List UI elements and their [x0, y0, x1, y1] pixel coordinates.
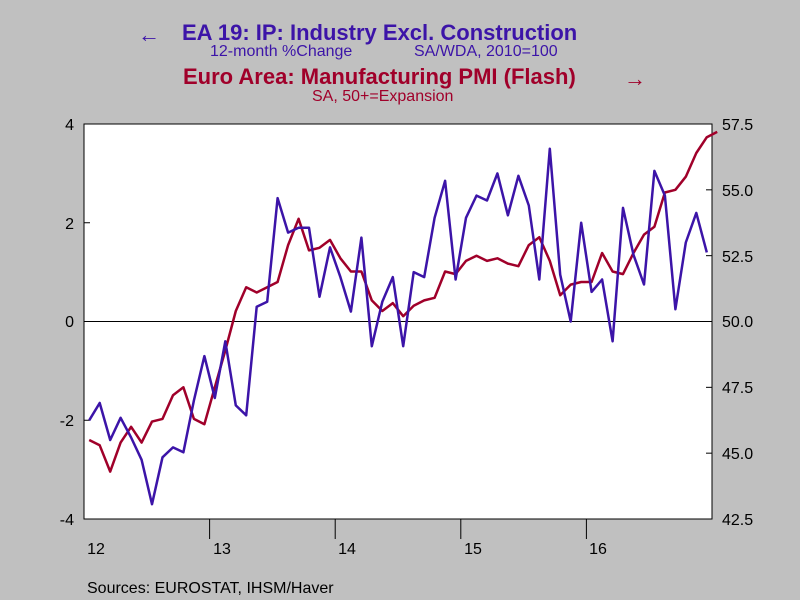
left-series-title: EA 19: IP: Industry Excl. Construction — [182, 20, 577, 45]
right-tick-label: 55.0 — [722, 183, 753, 200]
right-axis: 57.5 55.0 52.5 50.0 47.5 45.0 42.5 — [722, 117, 753, 529]
left-tick-label: 4 — [65, 117, 74, 134]
x-tick-label: 12 — [87, 541, 105, 558]
ip-series-line — [88, 147, 709, 506]
source-note: Sources: EUROSTAT, IHSM/Haver — [87, 580, 334, 597]
left-series-arrow: ← — [138, 22, 160, 47]
right-tick-label: 52.5 — [722, 249, 753, 266]
right-tick-label: 50.0 — [722, 314, 753, 331]
plot-decorations — [84, 123, 712, 539]
right-tick-label: 42.5 — [722, 512, 753, 529]
x-axis: 12 13 14 15 16 — [87, 541, 607, 558]
left-series-subtitle-a: 12-month %Change — [210, 43, 352, 60]
left-tick-label: -4 — [60, 512, 74, 529]
series-lines — [88, 130, 718, 506]
pmi-series-line — [88, 130, 718, 473]
right-series-subtitle: SA, 50+=Expansion — [312, 88, 453, 105]
left-tick-label: -2 — [60, 413, 74, 430]
right-series-arrow: → — [624, 66, 646, 91]
right-tick-label: 57.5 — [722, 117, 753, 134]
right-tick-label: 45.0 — [722, 446, 753, 463]
x-tick-label: 14 — [338, 541, 356, 558]
left-tick-label: 0 — [65, 314, 74, 331]
x-tick-label: 13 — [213, 541, 231, 558]
right-tick-label: 47.5 — [722, 380, 753, 397]
left-tick-label: 2 — [65, 216, 74, 233]
x-tick-label: 15 — [464, 541, 482, 558]
left-axis: 4 2 0 -2 -4 — [60, 117, 74, 529]
left-series-subtitle-b: SA/WDA, 2010=100 — [414, 43, 558, 60]
title-block: ← EA 19: IP: Industry Excl. Construction… — [138, 20, 646, 105]
right-series-title: Euro Area: Manufacturing PMI (Flash) — [183, 64, 576, 89]
x-tick-label: 16 — [589, 541, 607, 558]
